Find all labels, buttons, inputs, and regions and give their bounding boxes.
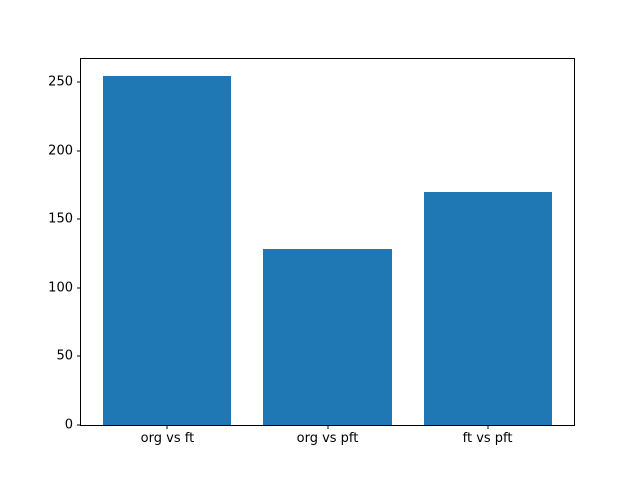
x-tick-label: org vs pft bbox=[296, 431, 359, 446]
y-tick-mark bbox=[77, 287, 81, 289]
y-tick-label: 150 bbox=[48, 211, 73, 227]
x-tick-mark bbox=[487, 425, 489, 429]
y-tick-mark bbox=[77, 424, 81, 426]
plot-area: org vs ft org vs pft ft vs pft 0 50 100 150 200… bbox=[48, 58, 575, 445]
bar-ft-vs-pft bbox=[423, 191, 552, 425]
y-tick-mark bbox=[77, 81, 81, 83]
bar-org-vs-ft bbox=[103, 76, 232, 425]
x-tick-label: ft vs pft bbox=[462, 431, 513, 446]
y-tick-label: 200 bbox=[48, 143, 73, 159]
x-tick-mark bbox=[327, 425, 328, 429]
x-tick-label: org vs ft bbox=[140, 431, 195, 446]
bar-org-vs-pft bbox=[263, 249, 392, 425]
y-tick-label: 50 bbox=[56, 348, 73, 364]
y-tick-mark bbox=[77, 150, 81, 152]
y-tick-label: 100 bbox=[48, 280, 73, 296]
y-tick-label: 250 bbox=[48, 74, 73, 90]
y-tick-mark bbox=[77, 218, 81, 220]
x-tick-mark bbox=[166, 425, 168, 429]
y-tick-label: 0 bbox=[64, 417, 73, 433]
y-tick-mark bbox=[77, 355, 81, 357]
